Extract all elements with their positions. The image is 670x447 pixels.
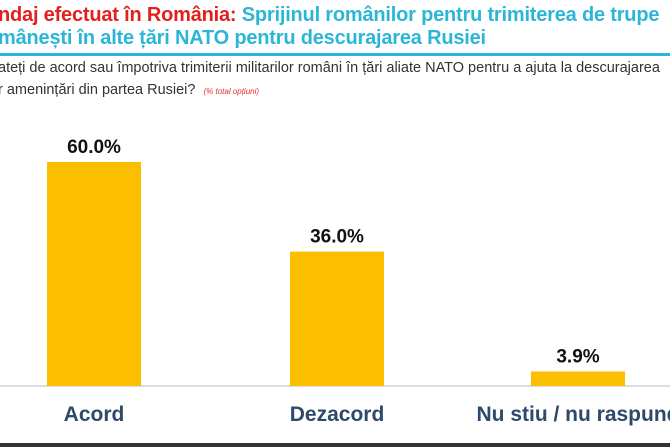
bottom-border bbox=[0, 443, 670, 447]
title-main: Sprijinul românilor pentru trimiterea de… bbox=[241, 4, 660, 26]
question-line1: ateți de acord sau împotriva trimiterii … bbox=[0, 60, 660, 76]
data-label: 60.0% bbox=[67, 137, 121, 158]
category-label: Acord bbox=[64, 403, 125, 426]
chart-title-line2: mânești în alte țări NATO pentru descura… bbox=[0, 27, 486, 49]
chart-title-line1: ndaj efectuat în România: Sprijinul româ… bbox=[0, 4, 659, 27]
category-label: Dezacord bbox=[290, 403, 385, 426]
bar-1 bbox=[290, 251, 384, 386]
bar-0 bbox=[47, 162, 141, 386]
category-label: Nu stiu / nu raspund bbox=[477, 403, 670, 426]
title-divider bbox=[0, 53, 670, 56]
question-text: r amenințări din partea Rusiei? bbox=[0, 82, 196, 98]
data-label: 36.0% bbox=[310, 227, 364, 248]
data-label: 3.9% bbox=[556, 346, 599, 367]
title-prefix: ndaj efectuat în România: bbox=[0, 4, 237, 26]
bar-2 bbox=[531, 371, 625, 386]
question-note: (% total opțiuni) bbox=[203, 87, 260, 96]
question-line2: r amenințări din partea Rusiei? (% total … bbox=[0, 82, 259, 98]
